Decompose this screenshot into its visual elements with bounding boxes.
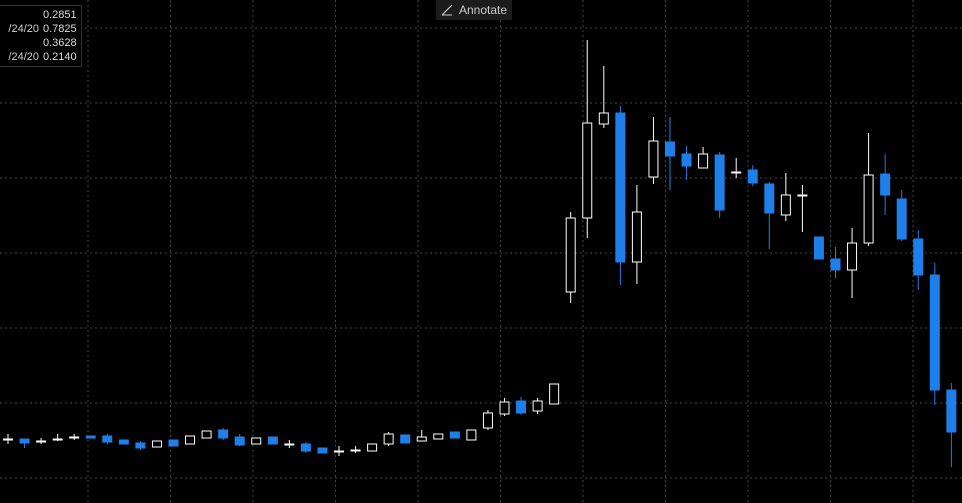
candle-body: [880, 173, 891, 196]
candle-body: [499, 401, 510, 415]
info-label: /24/20: [8, 51, 39, 63]
candle-body: [780, 194, 791, 216]
candle-body: [19, 438, 30, 444]
candle-body: [151, 440, 162, 448]
candle-body: [433, 433, 444, 440]
candle-body: [300, 443, 311, 452]
candle-body: [118, 439, 129, 445]
candle-body: [731, 171, 742, 174]
info-label: [0, 36, 43, 50]
info-value: 0.3628: [43, 37, 77, 49]
candle-body: [764, 183, 775, 214]
candle-body: [284, 443, 295, 446]
candle-body: [565, 217, 576, 293]
candle-body: [218, 429, 229, 439]
candle-body: [747, 169, 758, 184]
info-value: 0.2851: [43, 9, 77, 21]
info-row: /24/20 0.2140: [0, 50, 81, 64]
candle-body: [598, 112, 609, 125]
candle-body: [863, 174, 874, 244]
candle-body: [813, 236, 824, 260]
candle-body: [615, 112, 626, 263]
candle-body: [168, 439, 179, 447]
candle-body: [52, 438, 63, 441]
annotate-icon: [441, 4, 453, 16]
candle-body: [582, 122, 593, 219]
candle-body: [516, 400, 527, 414]
candle-body: [135, 442, 146, 449]
candle-body: [648, 140, 659, 178]
info-row: 0.2851: [0, 8, 81, 22]
candle-body: [334, 450, 344, 453]
info-label: /24/20: [8, 23, 39, 35]
info-value: 0.2140: [43, 51, 77, 63]
annotate-label: Annotate: [458, 3, 508, 17]
candle-body: [929, 274, 940, 391]
candle-body: [681, 153, 692, 167]
candle-body: [847, 242, 858, 271]
candle-body: [3, 438, 13, 441]
candle-body: [85, 435, 96, 439]
candle-body: [36, 440, 47, 443]
candle-body: [317, 447, 328, 454]
candle-body: [400, 434, 411, 444]
candle-body: [102, 435, 113, 443]
info-row: /24/20 0.7825: [0, 22, 81, 36]
candle-body: [714, 154, 725, 211]
candle-body: [466, 429, 477, 441]
info-value: 0.7825: [43, 23, 77, 35]
candle-body: [665, 141, 675, 157]
candle-body: [267, 436, 278, 445]
candle-body: [482, 412, 493, 429]
candle-body: [896, 198, 907, 240]
candle-body: [913, 238, 924, 276]
candle-body: [830, 258, 841, 271]
candle-body: [251, 437, 262, 445]
candle-body: [350, 449, 361, 452]
candle-body: [449, 431, 460, 439]
info-row: 0.3628: [0, 36, 81, 50]
candle-body: [797, 194, 808, 197]
candle-body: [234, 436, 245, 446]
candle-body: [946, 389, 957, 433]
candle-body: [69, 436, 80, 439]
candle-body: [367, 443, 378, 452]
candle-body: [532, 400, 543, 412]
info-label: [0, 8, 43, 22]
candle-body: [185, 435, 196, 445]
info-box: 0.2851/24/20 0.7825 0.3628/24/20 0.2140: [0, 5, 82, 67]
candle-body: [416, 436, 427, 442]
candle-body: [201, 430, 212, 439]
annotate-button[interactable]: Annotate: [436, 0, 512, 20]
candle-body: [383, 433, 394, 445]
candle-body: [698, 153, 709, 169]
candle-body: [549, 383, 560, 405]
candle-body: [631, 211, 642, 263]
